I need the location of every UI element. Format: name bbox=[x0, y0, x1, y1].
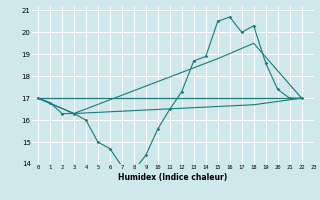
X-axis label: Humidex (Indice chaleur): Humidex (Indice chaleur) bbox=[118, 173, 228, 182]
